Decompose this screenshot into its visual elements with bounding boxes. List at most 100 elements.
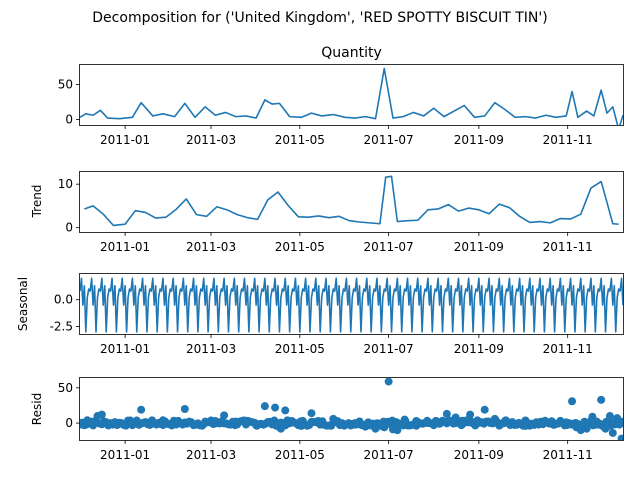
resid-point	[317, 419, 326, 428]
resid-point	[541, 417, 550, 426]
resid-point	[260, 402, 269, 411]
resid-point	[158, 416, 167, 425]
resid-point	[613, 414, 622, 423]
resid-point	[329, 414, 338, 423]
panel-seasonal-frame	[79, 273, 624, 335]
resid-point	[521, 421, 530, 430]
panel-trend-ylabel: Trend	[30, 185, 44, 219]
resid-point	[501, 416, 510, 425]
panel-resid-plot: 2011-01 2011-03 2011-05 2011-07 2011-09 2011-…	[58, 378, 623, 462]
resid-point	[371, 424, 380, 433]
panel-seasonal-ytick-label: 0.0	[54, 293, 73, 307]
resid-point	[271, 403, 280, 412]
panel-trend-xtick-label: 2011-09	[454, 240, 504, 254]
resid-point	[384, 378, 393, 386]
panel-observed-frame	[79, 64, 624, 126]
resid-point	[380, 423, 389, 432]
resid-point	[490, 414, 499, 423]
panel-observed: Quantity 2011-01 2011-03 2011-05 2011-07 201…	[58, 45, 624, 147]
panel-resid-frame	[79, 377, 624, 441]
resid-point	[170, 418, 179, 427]
panel-seasonal-xtick-label: 2011-09	[454, 342, 504, 356]
panel-seasonal-ylabel: Seasonal	[16, 277, 30, 331]
resid-point	[220, 411, 229, 420]
panel-resid: Resid 2011-01 2011-03 2011-05 2011-07 2011-0…	[30, 377, 624, 462]
panel-seasonal-ytick-label: -2.5	[50, 320, 73, 334]
resid-point	[474, 417, 483, 426]
resid-point	[592, 417, 601, 426]
resid-point	[351, 419, 360, 428]
panel-resid-ytick-label: 50	[58, 381, 73, 395]
observed-series-line	[80, 67, 623, 125]
resid-point	[442, 409, 451, 418]
resid-point	[307, 409, 316, 418]
panel-seasonal-xtick-label: 2011-01	[100, 342, 150, 356]
panel-resid-xtick-label: 2011-11	[543, 448, 593, 462]
panel-resid-xtick-label: 2011-01	[100, 448, 150, 462]
panel-observed-xtick-label: 2011-01	[100, 133, 150, 147]
resid-point	[297, 421, 306, 430]
resid-point	[105, 419, 114, 428]
panel-trend-frame	[79, 171, 624, 233]
resid-point	[393, 426, 402, 435]
resid-point	[361, 422, 370, 431]
panel-resid-xtick-label: 2011-03	[186, 448, 236, 462]
panel-trend-xtick-label: 2011-03	[186, 240, 236, 254]
panel-observed-xtick-label: 2011-03	[186, 133, 236, 147]
panel-trend-xtick-label: 2011-11	[543, 240, 593, 254]
resid-point	[87, 417, 96, 426]
resid-point	[191, 420, 200, 429]
panel-observed-plot: 2011-01 2011-03 2011-05 2011-07 2011-09 2011-…	[58, 67, 623, 147]
panel-observed-xtick-label: 2011-05	[275, 133, 325, 147]
panel-seasonal-xtick-label: 2011-03	[186, 342, 236, 356]
panel-seasonal-xtick-label: 2011-07	[364, 342, 414, 356]
panel-trend-xtick-label: 2011-01	[100, 240, 150, 254]
panel-resid-xtick-label: 2011-09	[454, 448, 504, 462]
panel-resid-ylabel: Resid	[30, 393, 44, 425]
resid-point	[266, 419, 275, 428]
resid-point	[412, 416, 421, 425]
resid-point	[400, 415, 409, 424]
resid-point	[423, 419, 432, 428]
resid-point	[435, 419, 444, 428]
seasonal-series-line	[80, 277, 623, 333]
resid-point	[281, 406, 290, 415]
resid-point	[201, 417, 210, 426]
resid-point	[608, 428, 617, 437]
resid-point	[241, 420, 250, 429]
resid-point	[582, 424, 591, 433]
resid-point	[597, 395, 606, 404]
panel-observed-ytick-label: 0	[65, 112, 73, 126]
resid-point	[180, 405, 189, 413]
resid-point	[252, 421, 261, 430]
panel-seasonal: Seasonal 2011-01 2011-03 2011-05 2011-07 201…	[16, 273, 624, 356]
resid-point	[562, 418, 571, 427]
panel-seasonal-xtick-label: 2011-11	[543, 342, 593, 356]
trend-series-line	[84, 175, 619, 227]
resid-point	[340, 421, 349, 430]
resid-point	[511, 420, 520, 429]
resid-point	[531, 419, 540, 428]
resid-point	[568, 397, 577, 406]
panel-observed-xtick-label: 2011-11	[543, 133, 593, 147]
resid-point	[466, 410, 475, 419]
panel-resid-xtick-label: 2011-07	[364, 448, 414, 462]
resid-point	[97, 410, 106, 419]
panel-trend-xtick-label: 2011-07	[364, 240, 414, 254]
resid-point	[480, 405, 489, 414]
resid-point	[451, 413, 460, 422]
resid-point	[605, 412, 614, 421]
resid-point	[147, 417, 156, 426]
resid-point	[137, 405, 146, 414]
resid-point	[617, 434, 623, 440]
panel-trend: Trend 2011-01 2011-03 2011-05 2011-07 2011-0…	[30, 171, 624, 254]
panel-observed-title: Quantity	[321, 45, 382, 61]
resid-point	[552, 419, 561, 428]
panel-seasonal-xtick-label: 2011-05	[275, 342, 325, 356]
resid-point	[231, 417, 240, 426]
panel-observed-ytick-label: 50	[58, 78, 73, 92]
resid-point	[601, 424, 610, 433]
resid-point	[126, 417, 135, 426]
panel-observed-xtick-label: 2011-07	[364, 133, 414, 147]
